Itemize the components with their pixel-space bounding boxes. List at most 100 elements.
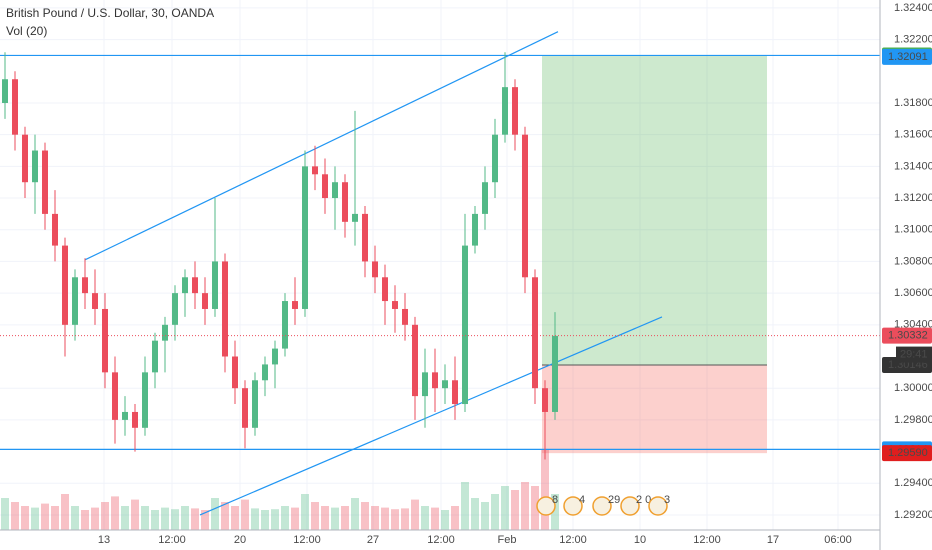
candle-body	[362, 213, 368, 262]
candle-body	[122, 411, 128, 420]
volume-bar	[541, 450, 549, 530]
event-label: 4	[579, 494, 585, 506]
x-tick-label: 13	[98, 534, 110, 546]
y-tick-label: 1.30600	[894, 287, 932, 299]
volume-bar	[381, 507, 389, 530]
volume-bar	[471, 498, 479, 530]
candle-body	[372, 261, 378, 278]
x-tick-label: 20	[234, 534, 246, 546]
volume-bar	[41, 503, 49, 530]
candle-body	[72, 277, 78, 325]
volume-bar	[121, 506, 129, 530]
volume-bar	[251, 508, 259, 530]
volume-bar	[341, 506, 349, 530]
candle-body	[32, 150, 38, 183]
candle-body	[492, 134, 498, 183]
volume-bar	[111, 496, 119, 530]
candle-body	[262, 364, 268, 381]
target-zone	[542, 55, 767, 366]
event-label: 2 0	[636, 494, 651, 506]
volume-bar	[61, 494, 69, 530]
x-tick-label: 06:00	[824, 534, 852, 546]
y-tick-label: 1.29800	[894, 414, 932, 426]
volume-bar	[161, 507, 169, 530]
candle-body	[482, 182, 488, 214]
event-icon	[563, 496, 583, 516]
candle-body	[342, 182, 348, 222]
volume-bar	[461, 482, 469, 530]
event-label: 29	[608, 494, 620, 506]
candle-body	[62, 245, 68, 325]
volume-bar	[371, 506, 379, 530]
candle-body	[182, 277, 188, 294]
candle-body	[552, 335, 558, 412]
volume-bar	[501, 486, 509, 530]
x-tick-label: 12:00	[693, 534, 721, 546]
event-label: 8	[552, 494, 558, 506]
volume-bar	[331, 507, 339, 530]
y-tick-label: 1.31000	[894, 224, 932, 236]
candle-body	[212, 261, 218, 309]
candle-body	[102, 308, 108, 373]
candle-body	[152, 340, 158, 373]
volume-bar	[51, 506, 59, 530]
candle-body	[162, 324, 168, 341]
volume-bar	[391, 509, 399, 530]
x-tick-label: 27	[367, 534, 379, 546]
event-label: 3	[664, 494, 670, 506]
volume-bar	[211, 498, 219, 530]
volume-bar	[311, 502, 319, 530]
volume-bar	[141, 506, 149, 530]
y-tick-label: 1.31200	[894, 192, 932, 204]
candle-body	[112, 372, 118, 420]
price-tag-label: 1.30332	[888, 329, 928, 341]
candle-body	[442, 380, 448, 389]
candle-body	[332, 182, 338, 199]
volume-bar	[201, 510, 209, 530]
candle-body	[252, 380, 258, 428]
candle-body	[532, 277, 538, 389]
event-icon	[648, 496, 668, 516]
price-tag-label: 1.32091	[888, 51, 928, 63]
volume-bar	[81, 510, 89, 530]
price-tag	[882, 445, 932, 462]
candle-body	[172, 293, 178, 325]
trend-line	[199, 316, 663, 516]
chart-title: British Pound / U.S. Dollar, 30, OANDA	[6, 6, 214, 20]
candle-body	[22, 134, 28, 183]
candle-body	[502, 87, 508, 135]
countdown-label: 29:41	[900, 348, 928, 360]
candle-body	[2, 79, 8, 103]
y-tick-label: 1.32200	[894, 34, 932, 46]
candle-body	[232, 356, 238, 389]
y-tick-label: 1.31800	[894, 97, 932, 109]
candle-body	[242, 388, 248, 428]
event-icon	[620, 496, 640, 516]
x-tick-label: 17	[767, 534, 779, 546]
candle-body	[92, 293, 98, 309]
volume-bar	[421, 506, 429, 530]
volume-bar	[261, 510, 269, 530]
stop-zone	[542, 365, 767, 454]
candle-body	[272, 348, 278, 365]
candle-body	[282, 301, 288, 349]
candle-body	[322, 174, 328, 199]
candle-body	[132, 411, 138, 428]
candle-body	[392, 301, 398, 309]
candle-body	[302, 166, 308, 309]
volume-bar	[131, 499, 139, 530]
volume-bar	[351, 498, 359, 530]
volume-bar	[101, 502, 109, 530]
volume-bar	[1, 498, 9, 530]
candle-body	[352, 213, 358, 222]
candle-body	[222, 261, 228, 357]
volume-bar	[231, 506, 239, 530]
candle-body	[542, 388, 548, 412]
volume-bar	[11, 502, 19, 530]
volume-bar	[481, 502, 489, 530]
y-tick-label: 1.30800	[894, 255, 932, 267]
candle-body	[42, 150, 48, 214]
price-tag	[882, 327, 932, 344]
candle-body	[422, 372, 428, 397]
